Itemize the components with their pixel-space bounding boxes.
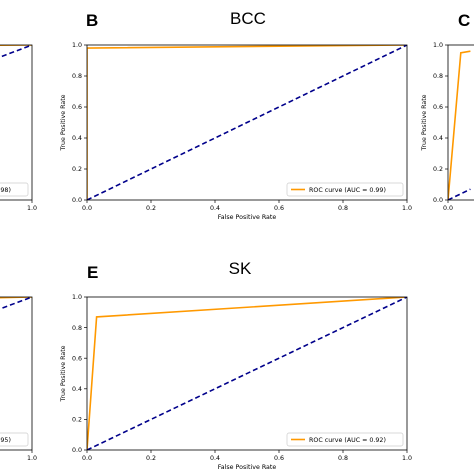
- x-tick-label: 1.0: [27, 205, 37, 212]
- x-tick-label: 0.4: [210, 455, 220, 462]
- x-tick-label: 0.4: [210, 205, 220, 212]
- y-tick-label: 0.2: [72, 417, 82, 424]
- roc-curve: [87, 45, 407, 200]
- x-tick-label: 0.6: [274, 205, 284, 212]
- legend-label: ROC curve (AUC = 0.99): [309, 187, 386, 194]
- axes-frame: [0, 44, 33, 201]
- x-tick-label: 1.0: [402, 455, 412, 462]
- y-tick-label: 0.6: [72, 355, 82, 362]
- legend-label: ROC curve (AUC = 0.92): [309, 437, 386, 444]
- y-tick-label: 1.0: [433, 42, 443, 49]
- x-tick-label: 1.0: [27, 455, 37, 462]
- plot-area: [0, 297, 32, 310]
- x-axis-label: False Positive Rate: [218, 214, 277, 221]
- x-tick-label: 1.0: [402, 205, 412, 212]
- y-tick-label: 0.4: [72, 386, 82, 393]
- panel-e: 0.00.0 0.2 0.2 0.4 0.4 0.6 0.6 0.8 0.8 1.0 1.0 Fals…: [60, 259, 412, 471]
- roc-curve: [87, 297, 407, 450]
- panel-c: 1.0 0.8 0.6 0.4 0.2 0.00.0 True Positive Rate C: [421, 11, 474, 212]
- y-tick-label: 1.0: [72, 42, 82, 49]
- x-tick-label: 0.6: [274, 455, 284, 462]
- roc-curve: [0, 45, 32, 47]
- x-tick-label: 0.8: [338, 205, 348, 212]
- panel-letter: E: [87, 263, 98, 282]
- chance-line: [448, 188, 471, 200]
- panel-title: BCC: [230, 9, 266, 28]
- legend-box: [0, 432, 29, 447]
- roc-curve: [448, 50, 471, 200]
- legend-box: [286, 432, 404, 447]
- axes-frame: [0, 296, 33, 451]
- legend-label: ROC curve (AUC = 0.98): [0, 187, 11, 194]
- panel-title: SK: [229, 259, 252, 278]
- x-tick-label: 0.2: [146, 205, 156, 212]
- plot-area: [87, 297, 407, 450]
- panel-letter: B: [86, 11, 98, 30]
- panel-letter: C: [458, 11, 470, 30]
- x-tick-label: 0.8: [338, 455, 348, 462]
- x-axis-label: False Positive Rate: [218, 464, 277, 471]
- x-tick-label: 0.0: [82, 205, 92, 212]
- x-tick-label: 0.0: [82, 455, 92, 462]
- legend-label: ROC curve (AUC = 0.95): [0, 437, 11, 444]
- y-tick-label: 0.8: [72, 325, 82, 332]
- y-tick-label: 0.0: [72, 447, 82, 454]
- panel-d: 1.0 ROC curve (AUC = 0.95): [0, 296, 37, 462]
- panel-b: 0.00.0 0.2 0.2 0.4 0.4 0.6 0.6 0.8 0.8 1.0 1.0 Fals…: [60, 9, 412, 221]
- chance-line: [87, 297, 407, 450]
- panel-a: 1.0 ROC curve (AUC = 0.98): [0, 44, 37, 212]
- y-tick-label: 0.2: [72, 166, 82, 173]
- y-tick-label: 0.6: [433, 104, 443, 111]
- y-tick-label: 1.0: [72, 294, 82, 301]
- x-tick-label: 0.2: [146, 455, 156, 462]
- y-tick-label: 0.8: [72, 73, 82, 80]
- y-tick-label: 0.6: [72, 104, 82, 111]
- legend-box: [286, 182, 404, 197]
- legend-box: [0, 182, 29, 197]
- axes-frame: [86, 44, 408, 201]
- y-tick-label: 0.8: [433, 73, 443, 80]
- y-axis-label: True Positive Rate: [421, 94, 428, 151]
- x-tick-label: 0.0: [443, 205, 453, 212]
- y-axis-label: True Positive Rate: [60, 345, 67, 402]
- chance-line: [0, 45, 32, 58]
- y-tick-label: 0.4: [72, 135, 82, 142]
- roc-curve: [0, 297, 32, 299]
- plot-area: [448, 50, 471, 200]
- axes-frame: [86, 296, 408, 451]
- y-tick-label: 0.0: [433, 197, 443, 204]
- chance-line: [0, 297, 32, 310]
- y-tick-label: 0.4: [433, 135, 443, 142]
- y-axis-label: True Positive Rate: [60, 94, 67, 151]
- y-tick-label: 0.0: [72, 197, 82, 204]
- chance-line: [87, 45, 407, 200]
- y-tick-label: 0.2: [433, 166, 443, 173]
- axes-frame: [447, 44, 474, 201]
- plot-area: [87, 45, 407, 200]
- plot-area: [0, 45, 32, 58]
